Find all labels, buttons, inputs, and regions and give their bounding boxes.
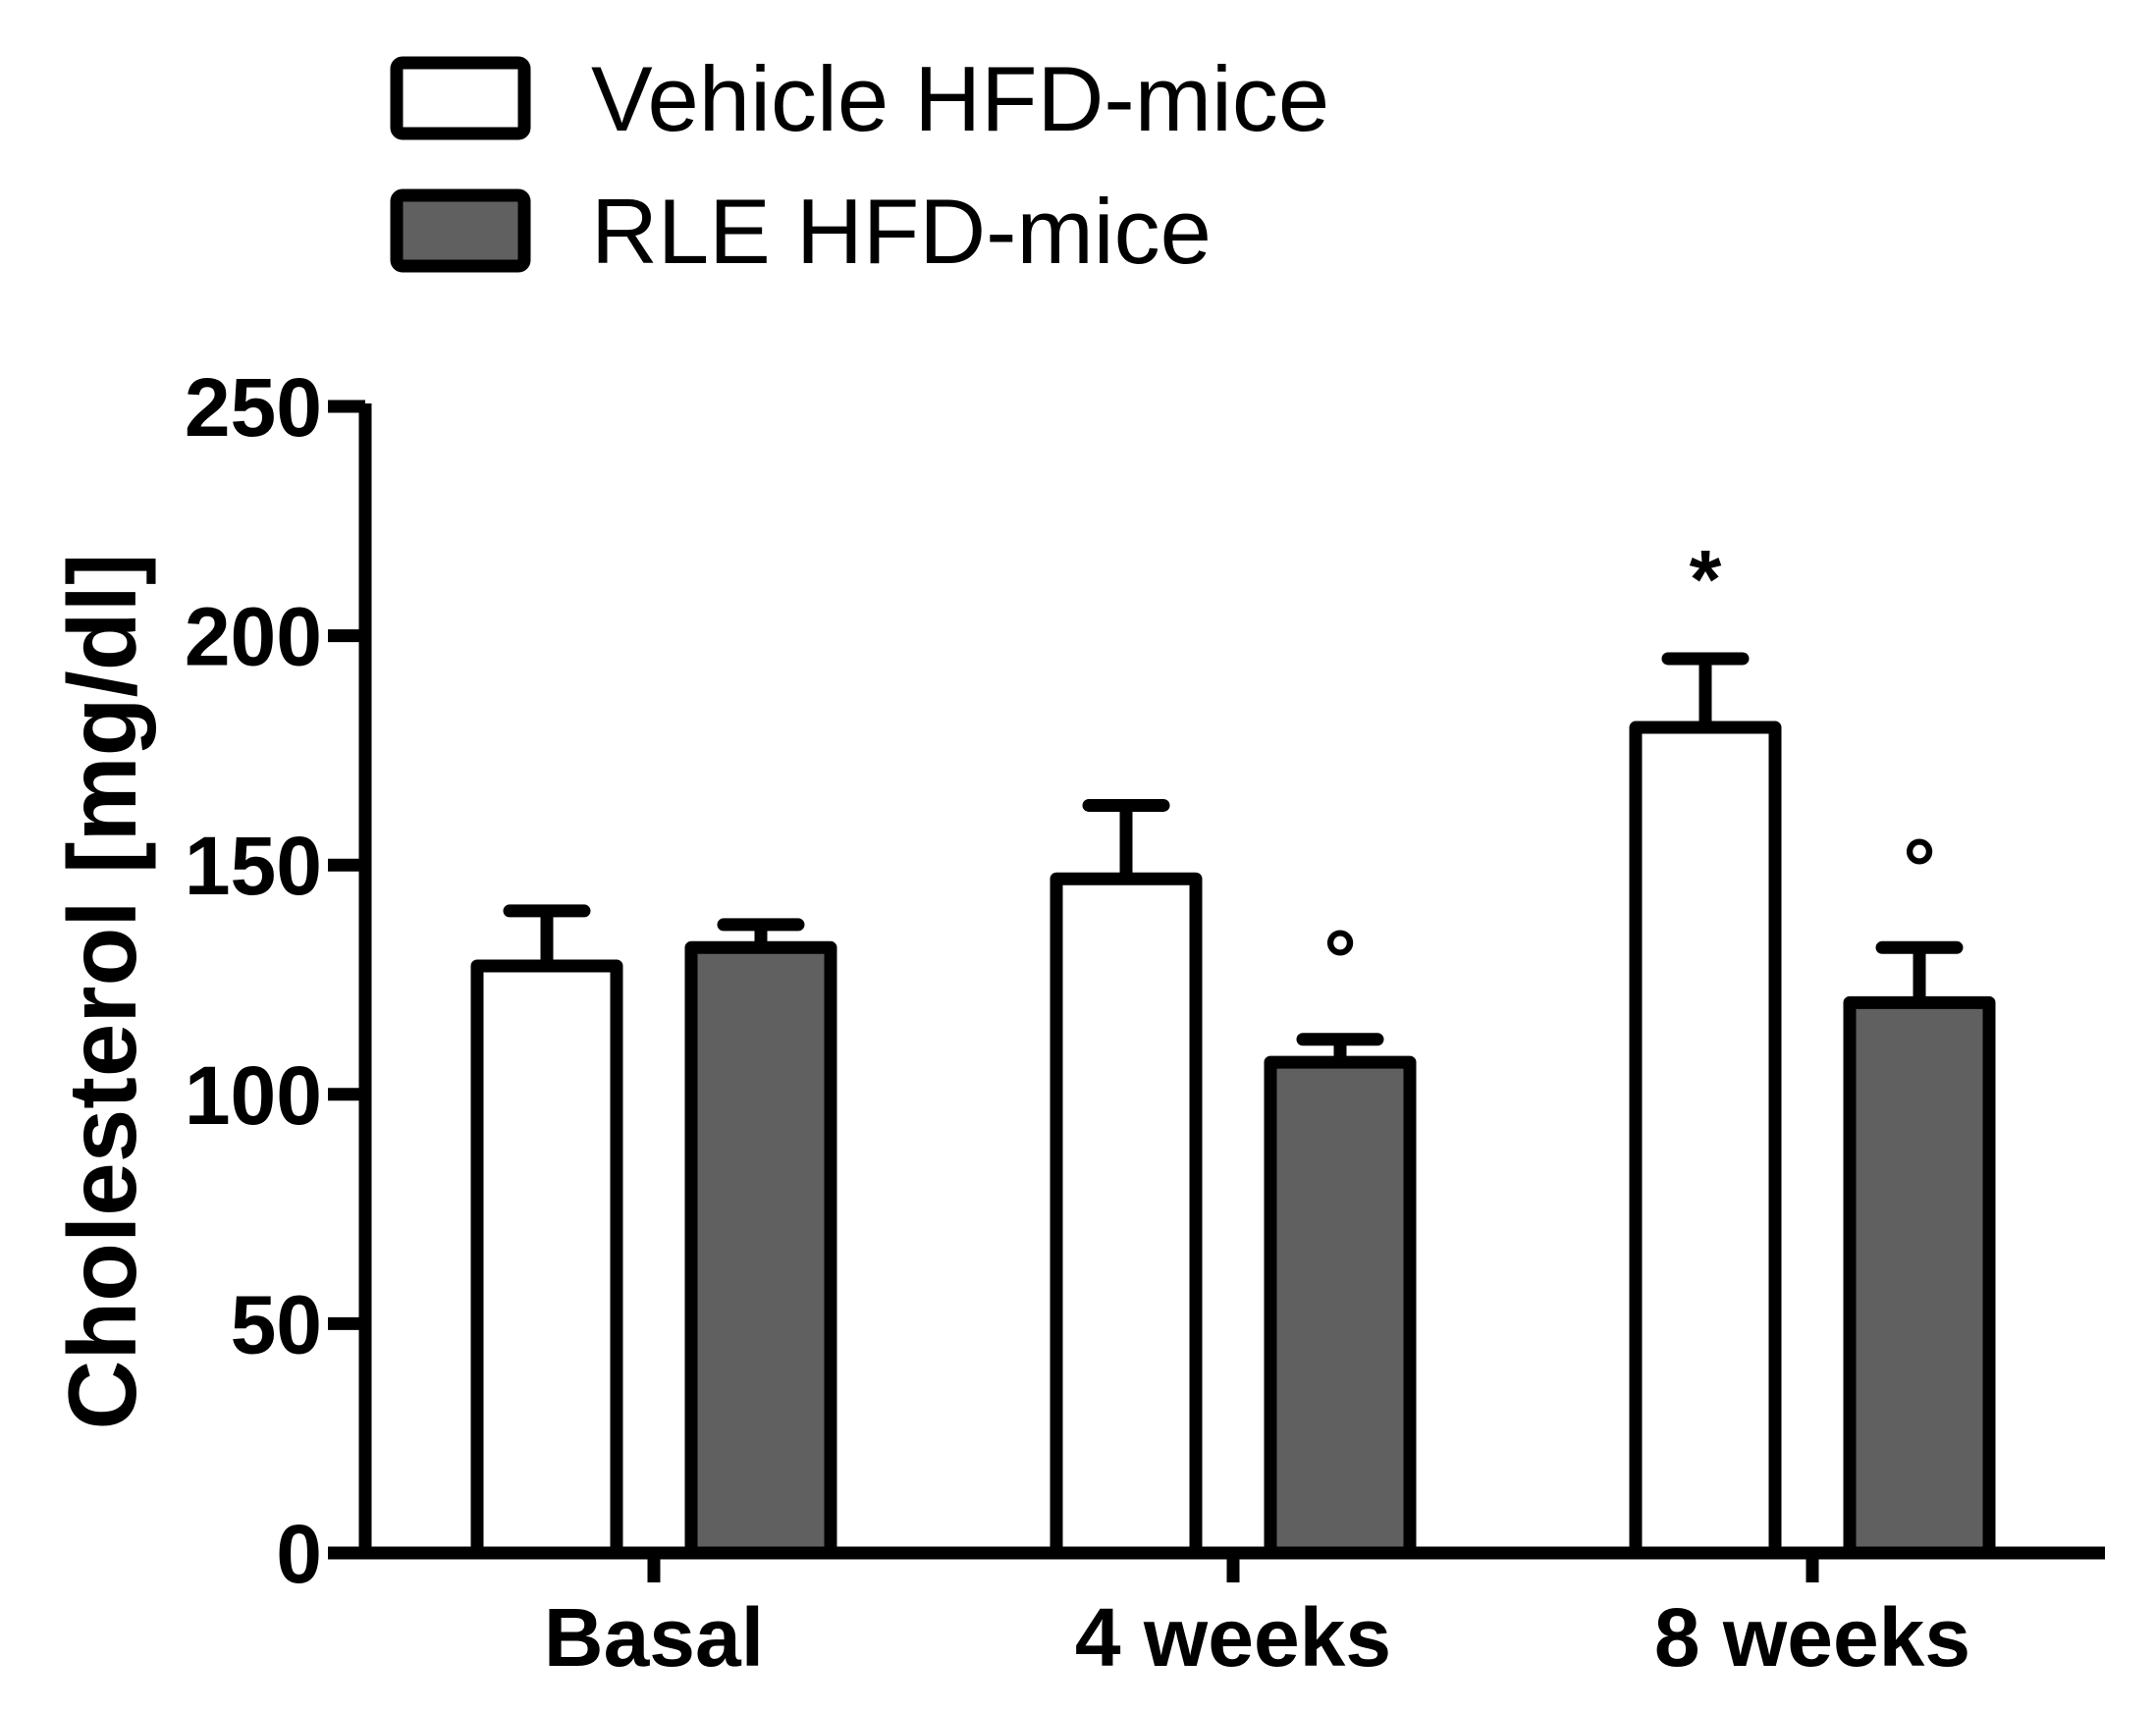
bar <box>1629 721 1782 1560</box>
bar <box>1264 1055 1417 1560</box>
y-tick-label: 0 <box>276 1508 322 1600</box>
significance-marker: * <box>1690 533 1722 625</box>
y-tick-label: 250 <box>185 361 322 454</box>
y-tick-label: 50 <box>231 1278 322 1370</box>
y-axis-title: Cholesterol [mg/dl] <box>48 554 156 1430</box>
bar <box>1050 872 1203 1560</box>
legend: Vehicle HFD-mice RLE HFD-mice <box>390 47 1329 283</box>
x-tick-label: 8 weeks <box>1654 1591 1970 1684</box>
legend-label: Vehicle HFD-mice <box>591 47 1329 150</box>
x-tick-label: Basal <box>544 1591 764 1684</box>
bars: ° * ° <box>470 533 1996 1560</box>
legend-swatch <box>390 56 531 140</box>
significance-marker: ° <box>1903 822 1936 914</box>
legend-label: RLE HFD-mice <box>591 180 1212 283</box>
y-tick-label: 200 <box>185 591 322 683</box>
y-axis: 0 50 100 150 200 250 <box>185 361 372 1600</box>
bar <box>684 940 837 1560</box>
y-tick-label: 100 <box>185 1049 322 1142</box>
bar <box>1843 995 1996 1560</box>
y-tick-label: 150 <box>185 820 322 912</box>
bar <box>470 959 623 1560</box>
legend-swatch <box>390 188 531 273</box>
significance-marker: ° <box>1323 914 1357 1006</box>
x-axis: Basal 4 weeks 8 weeks <box>358 1546 2105 1684</box>
x-tick-label: 4 weeks <box>1075 1591 1391 1684</box>
